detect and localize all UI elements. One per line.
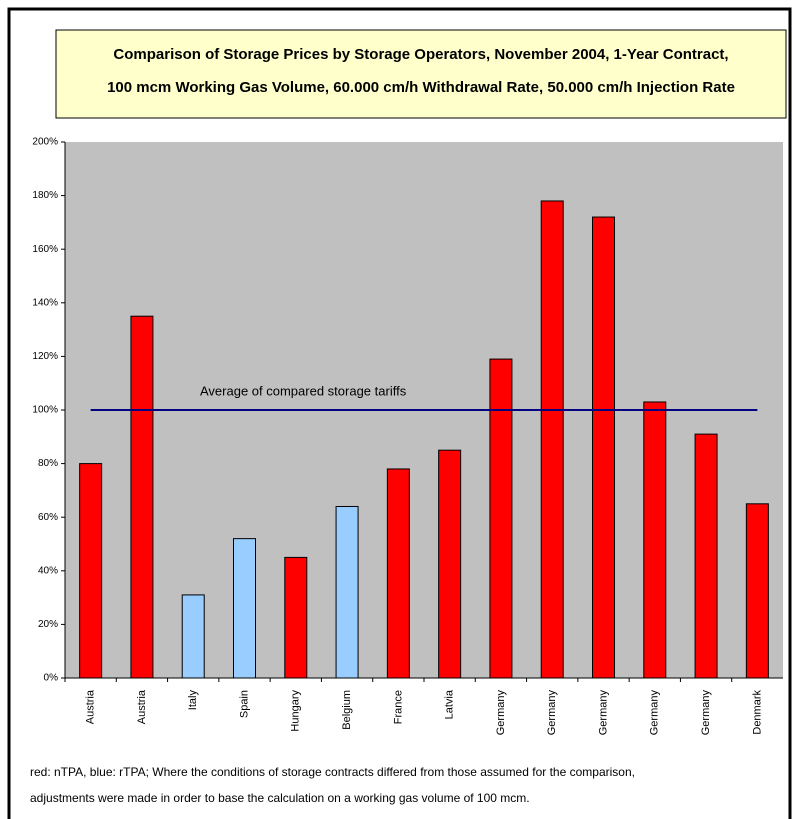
chart-title: Comparison of Storage Prices by Storage … bbox=[113, 46, 728, 63]
bar bbox=[181, 594, 205, 679]
bar bbox=[489, 358, 513, 679]
y-tick-label: 20% bbox=[38, 619, 58, 630]
note: adjustments were made in order to base t… bbox=[30, 791, 530, 805]
x-tick-label: Austria bbox=[136, 689, 148, 724]
bar bbox=[438, 449, 462, 679]
bar bbox=[643, 401, 667, 679]
x-tick-label: Germany bbox=[649, 690, 661, 736]
title-box bbox=[55, 29, 787, 119]
chart-title: 100 mcm Working Gas Volume, 60.000 cm/h … bbox=[107, 79, 735, 96]
x-tick-label: Germany bbox=[546, 690, 558, 736]
note: red: nTPA, blue: rTPA; Where the conditi… bbox=[30, 765, 635, 779]
x-tick-label: Germany bbox=[495, 690, 507, 736]
x-tick-label: Hungary bbox=[290, 690, 302, 732]
y-tick-label: 200% bbox=[32, 137, 58, 148]
y-tick-label: 180% bbox=[32, 190, 58, 201]
bar bbox=[745, 503, 769, 679]
x-tick-label: Belgium bbox=[341, 690, 353, 730]
bar bbox=[335, 505, 359, 679]
y-tick-label: 40% bbox=[38, 565, 58, 576]
x-tick-label: Italy bbox=[187, 690, 199, 711]
x-tick-label: Denmark bbox=[751, 690, 763, 735]
x-tick-label: Spain bbox=[238, 690, 250, 718]
y-tick-label: 0% bbox=[44, 673, 59, 684]
y-tick-label: 120% bbox=[32, 351, 58, 362]
y-tick-label: 100% bbox=[32, 405, 58, 416]
x-tick-label: Germany bbox=[597, 690, 609, 736]
y-tick-label: 160% bbox=[32, 244, 58, 255]
x-tick-label: Germany bbox=[700, 690, 712, 736]
bar bbox=[540, 200, 564, 679]
frame bbox=[7, 7, 792, 819]
x-tick-label: Austria bbox=[85, 689, 97, 724]
bar bbox=[284, 556, 308, 679]
y-tick-label: 80% bbox=[38, 458, 58, 469]
bar bbox=[694, 433, 718, 679]
average-label: Average of compared storage tariffs bbox=[200, 383, 407, 398]
bar bbox=[386, 468, 410, 679]
y-tick-label: 140% bbox=[32, 297, 58, 308]
bar bbox=[130, 315, 154, 679]
x-tick-label: France bbox=[392, 690, 404, 724]
bar bbox=[233, 538, 256, 679]
x-tick-label: Latvia bbox=[444, 689, 456, 719]
y-tick-label: 60% bbox=[38, 512, 58, 523]
bar bbox=[592, 216, 615, 679]
bar bbox=[79, 463, 103, 679]
